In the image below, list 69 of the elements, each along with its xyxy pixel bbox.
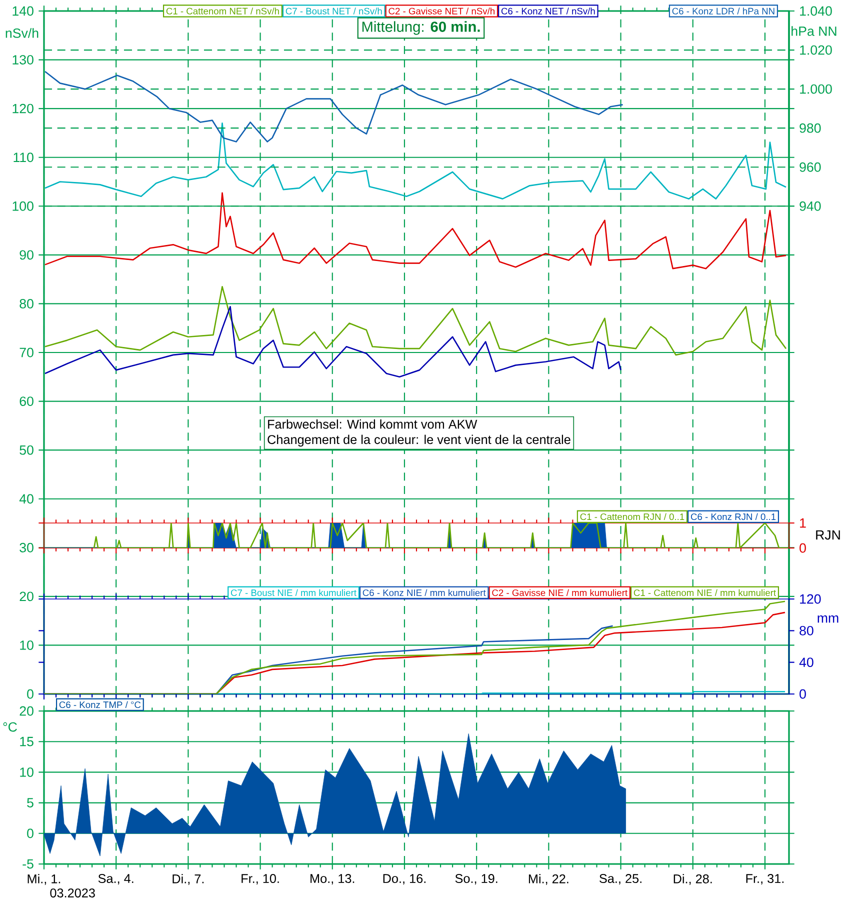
- y-tick-label: 30: [20, 542, 34, 552]
- y-tick-label: 130: [12, 55, 34, 64]
- text: C6 - Konz NIE / mm kumuliert: [362, 589, 486, 596]
- x-tick-label: Mi., 1.: [28, 874, 60, 885]
- line-series: [44, 70, 624, 142]
- y-tick-label: 0: [27, 689, 34, 699]
- text: C6 - Konz NET / nSv/h: [501, 8, 595, 14]
- y-tick-label: 120: [12, 104, 34, 114]
- y2-axis-title: hPa NN: [792, 26, 836, 36]
- text: C6 - Konz LDR / hPa NN: [672, 8, 774, 14]
- text: C6 - Konz TMP / °C: [59, 701, 141, 708]
- y-tick-label: 70: [20, 348, 34, 358]
- y-tick-label: 20: [20, 706, 34, 716]
- text: C7 - Boust NET / nSv/h: [286, 8, 382, 14]
- x-tick-label: Sa., 25.: [600, 874, 642, 885]
- y-tick-label: 90: [20, 250, 34, 260]
- x-tick-label: So., 19.: [455, 874, 498, 885]
- series-label: C1 - Cattenom NIE / mm kumuliert: [634, 589, 776, 596]
- y-tick-label: 110: [14, 152, 34, 162]
- y2-tick-label: 940: [800, 201, 821, 211]
- y-tick-label: 100: [12, 201, 34, 211]
- text: 03.2023: [50, 888, 95, 898]
- y-tick-label: 60: [20, 396, 34, 406]
- y-axis-title: °C: [3, 722, 17, 732]
- annotation: Mittelung: 60 min.: [362, 21, 480, 35]
- y2-tick-label: 1.000: [800, 84, 832, 94]
- y-tick-label: 80: [800, 626, 814, 636]
- text: C1 - Cattenom NET / nSv/h: [166, 8, 279, 14]
- series-label: C1 - Cattenom RJN / 0..1: [580, 513, 684, 520]
- y-tick-label: 10: [20, 767, 34, 777]
- y-tick-label: -5: [22, 859, 34, 869]
- x-tick-label: Fr., 10.: [242, 874, 279, 885]
- y-tick-label: 40: [799, 658, 814, 668]
- y-tick-label: 0: [27, 828, 34, 838]
- y2-tick-label: 980: [800, 123, 821, 133]
- text: C2 - Gavisse NET / nSv/h: [388, 8, 494, 14]
- y-tick-label: 0: [800, 689, 806, 699]
- x-tick-label: Sa., 4.: [98, 874, 134, 885]
- y-tick-label: 120: [800, 594, 821, 604]
- y-tick-label: 140: [12, 6, 34, 16]
- y-axis-title: nSv/h: [6, 28, 38, 38]
- y2-tick-label: 1.040: [800, 6, 832, 16]
- text: C7 - Boust NIE / mm kumuliert: [230, 589, 356, 596]
- y-tick-label: 10: [20, 640, 34, 650]
- y-tick-label: 0: [800, 543, 806, 553]
- x-tick-label: Di., 7.: [172, 874, 204, 885]
- y-tick-label: 40: [19, 494, 34, 504]
- annotation: Farbwechsel: Wind kommt vom AKW: [268, 419, 478, 429]
- y-axis-title: RJN: [816, 530, 840, 540]
- y-tick-label: 50: [20, 445, 34, 455]
- text: C6 - Konz RJN / 0..1: [690, 513, 776, 520]
- line-series: [44, 306, 622, 378]
- text: C2 - Gavisse NIE / mm kumuliert: [492, 589, 628, 596]
- y-tick-label: 1: [800, 518, 806, 528]
- y-tick-label: 15: [20, 736, 34, 746]
- y2-tick-label: 960: [800, 162, 821, 172]
- line-series: [44, 192, 787, 270]
- x-tick-label: Fr., 31.: [746, 874, 784, 885]
- y-axis-title: mm: [818, 615, 838, 623]
- y2-tick-label: 1.020: [800, 45, 832, 55]
- x-tick-label: Di., 28.: [674, 874, 712, 885]
- y-tick-label: 20: [20, 592, 34, 602]
- x-tick-label: Do., 16.: [383, 874, 426, 885]
- line-series: [44, 286, 787, 356]
- x-tick-label: Mi., 22.: [528, 874, 568, 885]
- x-tick-label: Mo., 13.: [310, 874, 354, 885]
- y-tick-label: 5: [27, 798, 34, 808]
- y-tick-label: 80: [20, 299, 34, 308]
- annotation: Changement de la couleur: le vent vient de la centrale: [268, 434, 570, 447]
